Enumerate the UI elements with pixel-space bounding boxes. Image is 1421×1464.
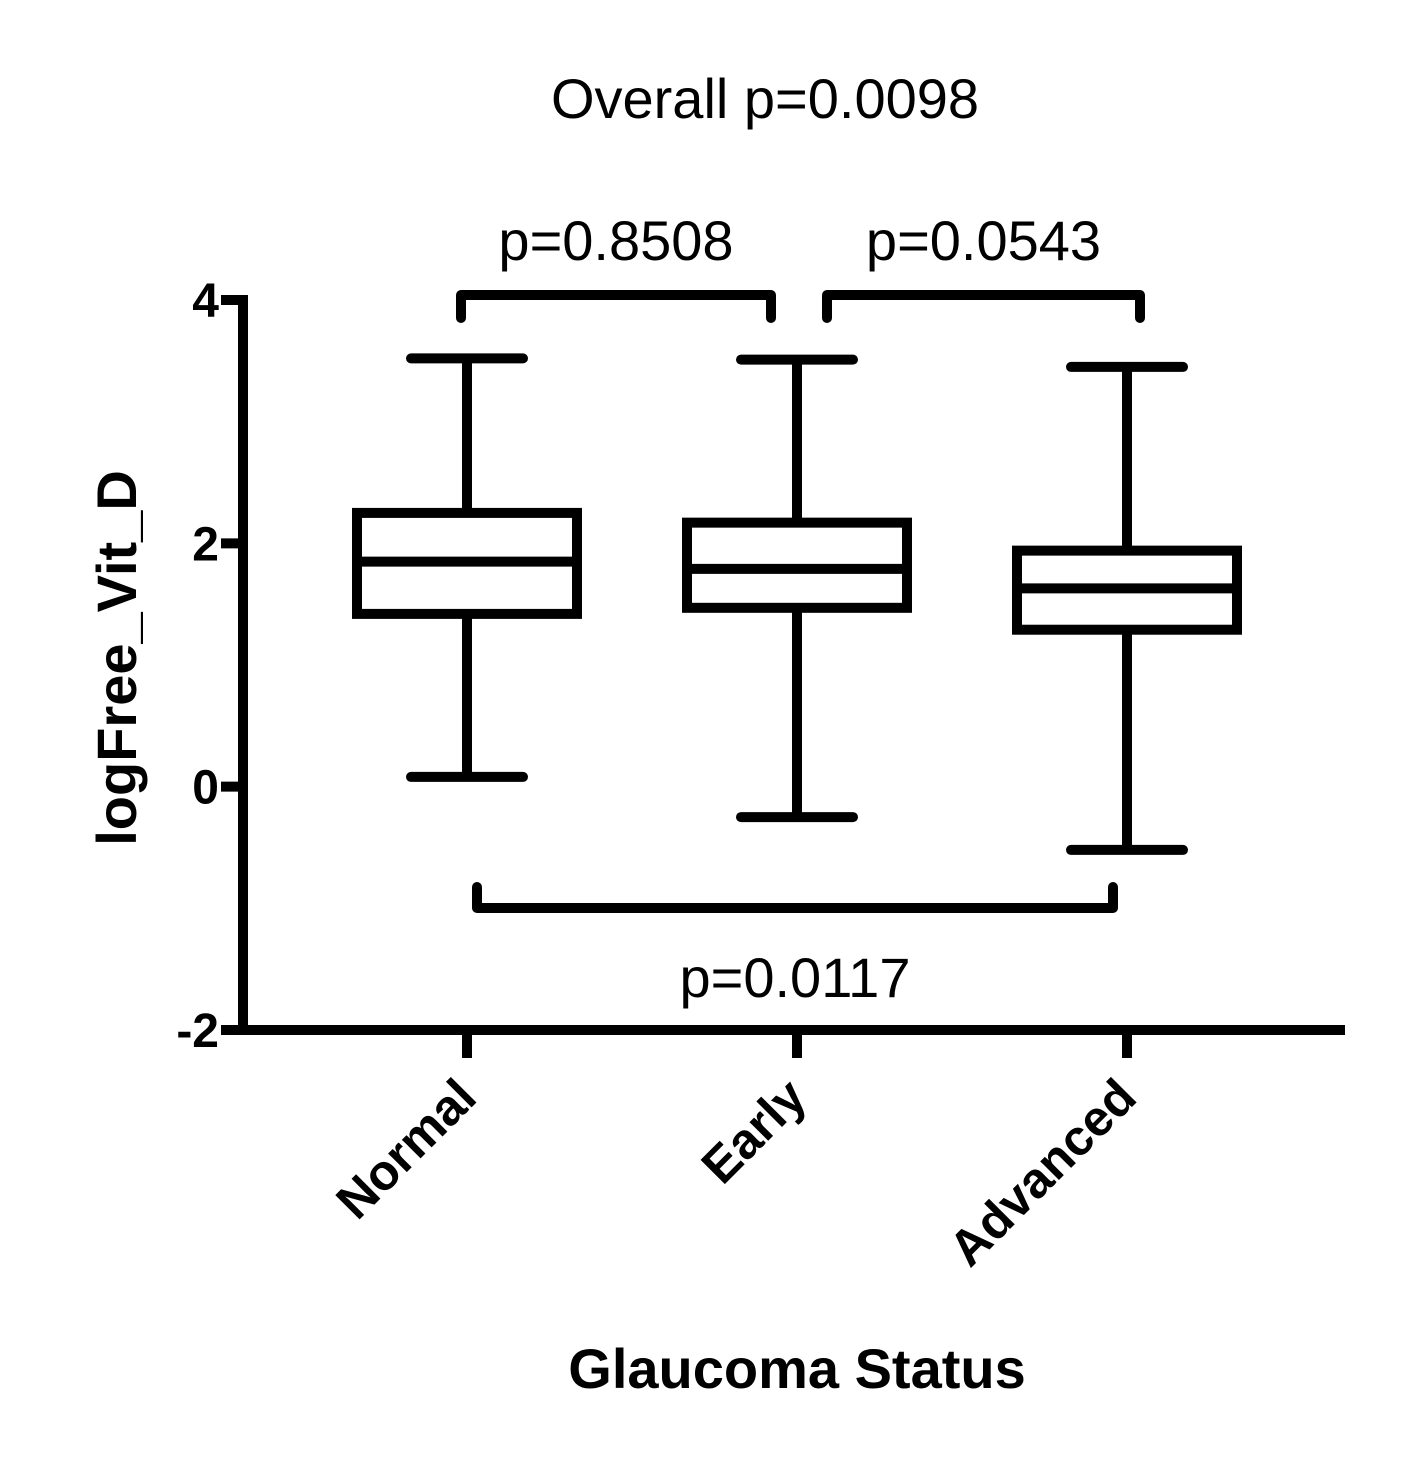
- bracket-line: [472, 882, 1118, 913]
- x-axis-title: Glaucoma Status: [568, 1337, 1025, 1400]
- boxes: [352, 353, 1242, 855]
- box-normal: [352, 353, 582, 782]
- x-ticks: Normal Early Advanced: [325, 1030, 1147, 1277]
- p-value-label: p=0.0543: [866, 209, 1101, 272]
- comparison-bracket: p=0.8508: [456, 209, 776, 323]
- bracket-line: [822, 290, 1145, 323]
- p-value-label: p=0.0117: [680, 946, 911, 1009]
- y-axis-title: logFree_Vit_D: [85, 470, 148, 846]
- box-early: [682, 354, 912, 823]
- chart-title: Overall p=0.0098: [551, 67, 979, 130]
- y-tick-label: 4: [192, 275, 219, 328]
- comparison-bracket: p=0.0117: [472, 882, 1118, 1009]
- comparison-bracket: p=0.0543: [822, 209, 1145, 323]
- bracket-line: [456, 290, 776, 323]
- y-ticks: -2 0 2 4: [176, 275, 243, 1058]
- y-tick-label: -2: [176, 1005, 219, 1058]
- y-tick-label: 2: [192, 518, 219, 571]
- y-tick-label: 0: [192, 762, 219, 815]
- x-tick-label: Advanced: [938, 1068, 1147, 1277]
- p-value-label: p=0.8508: [498, 209, 733, 272]
- x-tick-label: Normal: [325, 1068, 486, 1229]
- x-tick-label: Early: [691, 1068, 817, 1194]
- comparison-brackets: p=0.8508 p=0.0543 p=0.0117: [456, 209, 1145, 1009]
- box-advanced: [1012, 361, 1242, 855]
